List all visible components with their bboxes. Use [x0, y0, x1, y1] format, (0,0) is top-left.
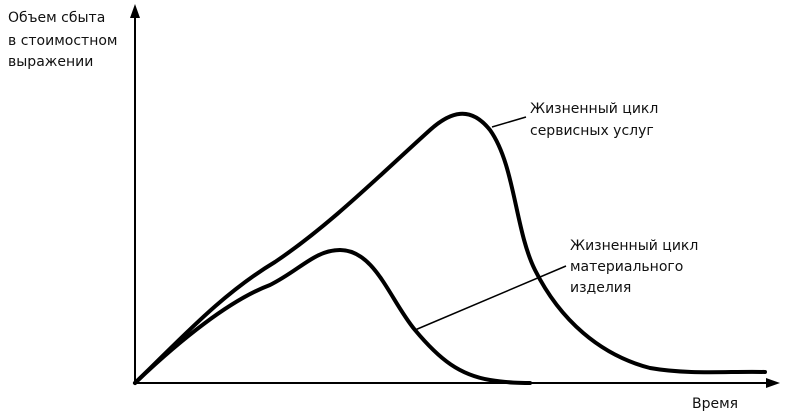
x-axis-label: Время [692, 396, 738, 412]
y-axis-label: Объем сбыта [8, 10, 105, 26]
x-axis-arrow [766, 378, 780, 388]
product-curve [133, 248, 532, 385]
y-axis-arrow [130, 4, 140, 18]
curve-label: сервисных услуг [530, 123, 654, 139]
product-leader [414, 265, 567, 331]
curve-label: Жизненный цикл [530, 101, 658, 117]
service-curve [133, 111, 767, 385]
curve-label: изделия [570, 280, 631, 296]
y-axis-label: выражении [8, 54, 93, 70]
curve-label: Жизненный цикл [570, 238, 698, 254]
service-leader [491, 116, 527, 128]
y-axis-label: в стоимостном [8, 33, 117, 49]
curve-label: материального [570, 259, 683, 275]
